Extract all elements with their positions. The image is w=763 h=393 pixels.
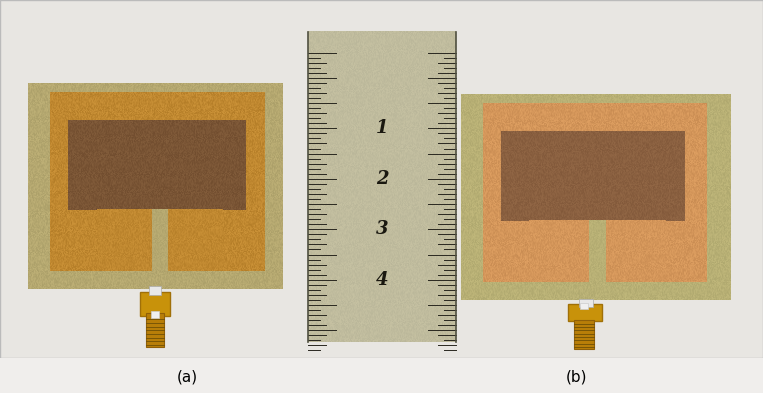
Text: 1: 1 [375, 119, 388, 137]
Bar [580, 303, 588, 309]
Text: 4: 4 [375, 271, 388, 289]
Text: 3: 3 [375, 220, 388, 238]
Bar [140, 292, 170, 316]
Text: (a): (a) [176, 370, 198, 385]
Text: 2: 2 [375, 170, 388, 188]
Bar [568, 304, 602, 321]
Bar [149, 286, 161, 294]
Text: (b): (b) [565, 370, 587, 385]
Bar [574, 320, 594, 349]
Bar [579, 299, 593, 307]
Bar [146, 314, 164, 347]
Bar [151, 311, 159, 318]
